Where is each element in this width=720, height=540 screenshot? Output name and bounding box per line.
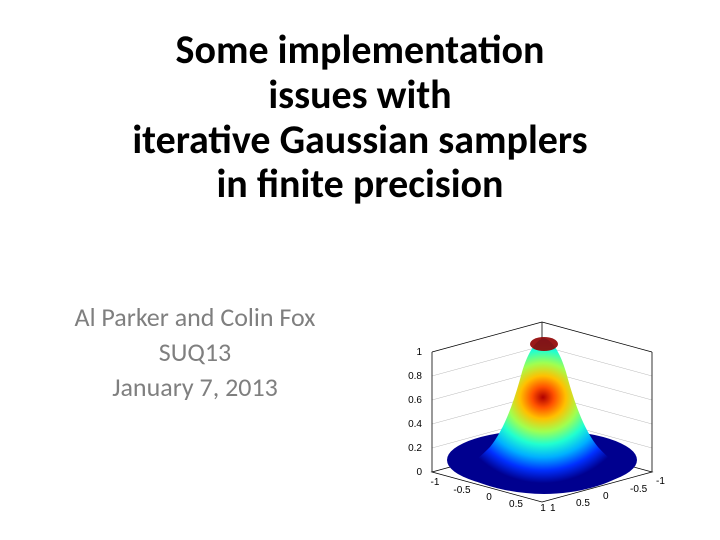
z-tick: 0.2 bbox=[408, 443, 422, 454]
z-tick: 1 bbox=[416, 347, 422, 358]
z-tick-labels: 0 0.2 0.4 0.6 0.8 1 bbox=[408, 347, 422, 478]
x-tick: 0.5 bbox=[509, 499, 523, 510]
x-tick: -1 bbox=[431, 477, 440, 488]
y-tick: 1 bbox=[550, 503, 556, 512]
venue-text: SUQ13 bbox=[40, 335, 350, 370]
title-line: Some implementation bbox=[176, 25, 545, 74]
x-tick: -0.5 bbox=[453, 485, 471, 496]
y-tick: 0 bbox=[603, 491, 609, 502]
date-text: January 7, 2013 bbox=[40, 370, 350, 405]
gaussian-surface-plot: 0 0.2 0.4 0.6 0.8 1 -1 -0.5 0 0.5 1 -1 -… bbox=[372, 272, 692, 512]
z-tick: 0 bbox=[416, 467, 422, 478]
slide-subtitle: Al Parker and Colin Fox SUQ13 January 7,… bbox=[40, 300, 350, 405]
slide: Some implementation issues with iterativ… bbox=[0, 0, 720, 540]
x-tick: 0 bbox=[486, 492, 492, 503]
z-tick: 0.8 bbox=[408, 371, 422, 382]
gaussian-surface bbox=[447, 337, 637, 494]
slide-title: Some implementation issues with iterativ… bbox=[40, 28, 680, 207]
x-tick: 1 bbox=[540, 503, 546, 512]
y-tick: -1 bbox=[656, 476, 665, 487]
authors-text: Al Parker and Colin Fox bbox=[40, 300, 350, 335]
y-tick: 0.5 bbox=[576, 498, 590, 509]
z-tick: 0.6 bbox=[408, 395, 422, 406]
title-line: in finite precision bbox=[216, 159, 503, 208]
z-tick: 0.4 bbox=[408, 419, 422, 430]
y-tick: -0.5 bbox=[630, 484, 648, 495]
title-line: issues with bbox=[268, 70, 451, 119]
title-line: iterative Gaussian samplers bbox=[132, 115, 587, 164]
